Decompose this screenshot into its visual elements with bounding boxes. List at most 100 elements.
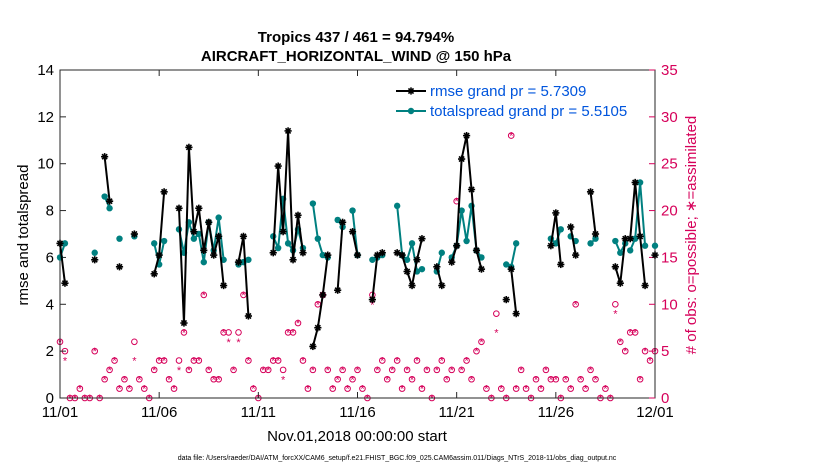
obs-possible-point (279, 366, 287, 374)
rmse-point (150, 270, 158, 278)
obs-assimilated-point: * (83, 393, 88, 405)
y-tick-label-right: 10 (661, 296, 678, 313)
obs-assimilated-point: * (182, 327, 187, 339)
obs-possible-point (468, 375, 475, 383)
obs-possible-point (190, 357, 198, 364)
rmse-point (61, 279, 69, 287)
obs-assimilated-point: * (281, 374, 286, 386)
spread-point (160, 237, 168, 245)
spread-point (557, 226, 564, 233)
obs-possible-point (572, 300, 579, 308)
obs-assimilated-point: * (326, 365, 331, 377)
rmse-point (234, 258, 243, 266)
obs-assimilated-point: * (410, 374, 415, 386)
legend-spread-marker (407, 107, 415, 115)
spread-point (116, 235, 123, 242)
rmse-point (180, 319, 188, 327)
spread-point (274, 244, 282, 252)
obs-assimilated-point: * (296, 318, 301, 330)
obs-possible-point (155, 357, 163, 364)
obs-possible-point (344, 385, 351, 392)
y-tick-label-right: 25 (661, 156, 678, 173)
rmse-point (309, 342, 317, 351)
obs-possible-point (383, 375, 391, 383)
obs-possible-point (378, 357, 386, 364)
obs-possible-point (636, 375, 644, 383)
y-tick-label-right: 15 (661, 249, 678, 266)
obs-assimilated-point: * (212, 374, 217, 386)
obs-possible-point (458, 366, 465, 374)
obs-assimilated-point: * (360, 384, 365, 396)
spread-point (319, 251, 326, 259)
obs-possible-point (522, 385, 530, 392)
y-tick-label-right: 5 (661, 343, 669, 360)
obs-assimilated-point: * (291, 327, 296, 339)
obs-possible-point (562, 375, 570, 383)
obs-possible-point (641, 347, 649, 355)
obs-assimilated-point: * (544, 365, 549, 377)
rmse-point (205, 218, 213, 226)
obs-assimilated-point: * (514, 384, 519, 396)
obs-assimilated-point: * (311, 365, 316, 377)
rmse-point (348, 228, 357, 236)
spread-point (478, 254, 485, 261)
rmse-point (239, 232, 248, 240)
chart-title-line2: AIRCRAFT_HORIZONTAL_WIND @ 150 hPa (201, 48, 512, 65)
rmse-point (616, 279, 624, 287)
obs-assimilated-point: * (266, 365, 271, 377)
y-axis-label-right: # of obs: o=possible; ∗=assimilated (683, 116, 700, 355)
rmse-point (353, 251, 362, 259)
obs-assimilated-point: * (608, 393, 613, 405)
spread-point (215, 214, 222, 221)
spread-point (190, 235, 198, 242)
rmse-point (507, 265, 515, 273)
rmse-line (336, 222, 344, 291)
obs-assimilated-point: * (137, 374, 142, 386)
rmse-point (472, 246, 481, 254)
obs-assimilated-point: * (167, 374, 172, 386)
spread-line (510, 243, 518, 268)
obs-assimilated-point: * (430, 393, 435, 405)
legend-spread-label: totalspread grand pr = 5.5105 (430, 103, 627, 120)
spread-point (587, 240, 594, 247)
obs-assimilated-point: * (494, 327, 499, 339)
rmse-point (418, 235, 426, 243)
obs-assimilated-point: * (618, 337, 623, 349)
rmse-line (311, 254, 329, 347)
rmse-point (433, 263, 441, 271)
rmse-point (115, 263, 124, 271)
spread-point (503, 261, 510, 268)
rmse-point (244, 312, 253, 320)
obs-assimilated-point: * (117, 384, 122, 396)
obs-possible-point (631, 329, 639, 336)
obs-possible-point (220, 329, 227, 336)
obs-possible-point (582, 385, 589, 392)
spread-point (106, 205, 113, 212)
rmse-point (339, 218, 347, 226)
obs-possible-point (542, 366, 550, 374)
y-tick-label-left: 0 (46, 390, 54, 407)
obs-assimilated-point: * (197, 356, 202, 368)
obs-possible-point (210, 375, 218, 383)
rmse-line (629, 182, 647, 286)
rmse-line (435, 266, 443, 286)
y-tick-label-left: 6 (46, 249, 54, 266)
obs-possible-point (170, 385, 178, 392)
rmse-line (103, 156, 111, 202)
rmse-point (567, 223, 575, 231)
spread-point (636, 179, 644, 186)
obs-assimilated-point: * (286, 327, 291, 339)
rmse-point (190, 228, 198, 236)
rmse-point (413, 256, 421, 264)
obs-possible-point (612, 300, 619, 308)
obs-possible-point (180, 329, 188, 336)
obs-assimilated-point: * (598, 393, 603, 405)
obs-possible-point (463, 357, 470, 364)
obs-assimilated-point: * (440, 356, 445, 368)
obs-possible-point (602, 385, 609, 392)
spread-point (314, 235, 322, 242)
obs-possible-point (646, 357, 654, 364)
obs-possible-point (393, 357, 401, 364)
obs-possible-point (547, 375, 555, 383)
obs-assimilated-point: * (578, 374, 583, 386)
